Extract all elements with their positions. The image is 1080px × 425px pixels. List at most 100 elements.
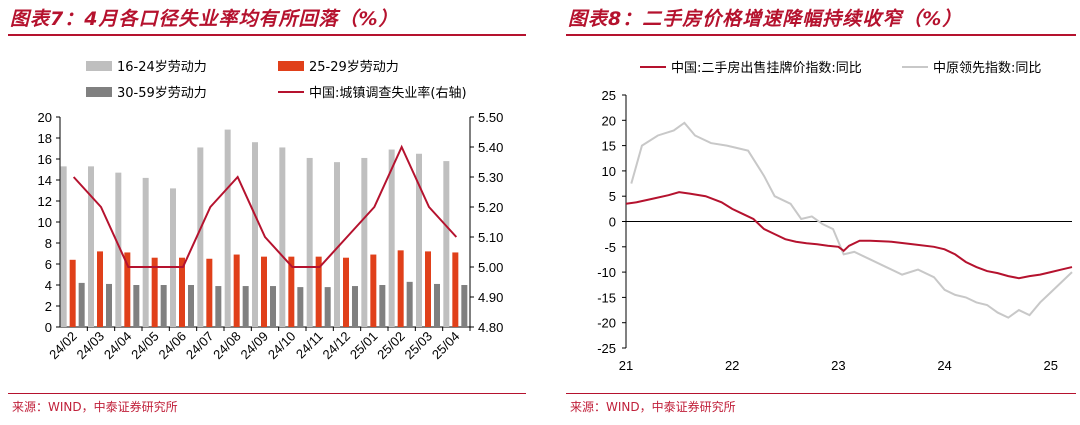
bar (78, 282, 85, 327)
source-divider (8, 393, 526, 394)
title-divider (8, 34, 526, 36)
x-tick-label: 24/03 (74, 329, 108, 363)
bar (315, 256, 322, 327)
legend-label: 16-24岁劳动力 (117, 59, 207, 75)
chart-title: 图表7：4月各口径失业率均有所回落（%） (10, 8, 399, 30)
legend-label: 25-29岁劳动力 (309, 59, 399, 75)
x-tick-label: 25/04 (429, 329, 463, 363)
y-tick-label: 14 (38, 173, 52, 188)
bar (279, 147, 286, 327)
bar (106, 283, 112, 327)
y-tick-label: 6 (45, 257, 52, 272)
y-tick-label: -20 (597, 316, 616, 331)
centaline-index-line (630, 121, 1073, 319)
bar (215, 286, 222, 327)
bar (397, 250, 404, 327)
y-tick-label: 15 (602, 139, 616, 154)
y-tick-label: 0 (45, 320, 52, 335)
y-tick-label: 2 (45, 299, 52, 314)
chart-source: 来源：WIND，中泰证券研究所 (12, 400, 178, 414)
bar (261, 256, 267, 327)
bar (188, 285, 194, 327)
chart-title: 图表8：二手房价格增速降幅持续收窄（%） (568, 8, 963, 30)
chart-source: 来源：WIND，中泰证券研究所 (570, 400, 736, 414)
y-tick-label: 25 (602, 88, 616, 103)
bar (334, 162, 340, 327)
y-tick-label: 20 (38, 110, 52, 125)
y-tick-label: 10 (38, 215, 52, 230)
bar (443, 161, 450, 327)
bar (170, 188, 176, 327)
bar (97, 251, 103, 327)
bar (370, 254, 377, 327)
bar (379, 285, 386, 327)
x-tick-label: 21 (619, 358, 633, 373)
x-tick-label: 24/07 (183, 329, 217, 363)
y2-tick-label: 5.20 (478, 200, 503, 215)
bar (224, 129, 231, 327)
y-tick-label: 0 (609, 215, 616, 230)
bar (60, 166, 67, 327)
y2-tick-label: 5.30 (478, 170, 503, 185)
x-tick-label: 25/01 (347, 329, 381, 363)
legend-label: 中原领先指数:同比 (933, 61, 1041, 76)
x-tick-label: 24/04 (101, 329, 135, 363)
y2-tick-label: 4.80 (478, 320, 503, 335)
y-tick-label: 18 (38, 131, 52, 146)
y-tick-label: 10 (602, 164, 616, 179)
y-tick-label: -15 (597, 290, 616, 305)
bar (434, 283, 440, 327)
y-tick-label: 5 (609, 189, 616, 204)
bar (151, 257, 158, 327)
bar (343, 257, 349, 327)
bar (133, 285, 140, 327)
line-chart: 中国:二手房出售挂牌价指数:同比 中原领先指数:同比 25 20 15 10 5 0 -5 -10… (597, 60, 1073, 373)
bar (452, 252, 459, 327)
y-tick-label: 4 (45, 278, 52, 293)
legend-bar-swatch (86, 61, 112, 71)
bar (324, 287, 331, 327)
title-divider (566, 34, 1076, 36)
y-tick-label: 8 (45, 236, 52, 251)
legend-label: 中国:城镇调查失业率(右轴) (309, 85, 467, 101)
x-tick-label: 24/09 (238, 329, 272, 363)
bar (297, 287, 304, 327)
x-tick-label: 22 (725, 358, 739, 373)
unemployment-rate-line (72, 144, 458, 268)
x-tick-label: 24/05 (128, 329, 162, 363)
bar (361, 157, 368, 327)
bar (206, 258, 213, 327)
bar (306, 157, 313, 327)
bar (233, 254, 240, 327)
y2-tick-label: 4.90 (478, 290, 503, 305)
x-tick-label: 23 (831, 358, 845, 373)
x-tick-label: 24/10 (265, 329, 299, 363)
y-tick-label: 12 (38, 194, 52, 209)
bar (160, 285, 167, 327)
chart-panel-left: 图表7：4月各口径失业率均有所回落（%） 16-24岁劳动力 25-29岁劳动力 3… (0, 0, 530, 425)
bar (115, 172, 122, 327)
x-tick-label: 24/08 (210, 329, 244, 363)
x-tick-label: 25 (1044, 358, 1058, 373)
legend-bar-swatch (278, 61, 304, 71)
legend-bar-swatch (86, 87, 112, 97)
x-tick-label: 24/12 (320, 329, 354, 363)
y2-tick-label: 5.10 (478, 230, 503, 245)
bar-line-chart: 16-24岁劳动力 25-29岁劳动力 30-59岁劳动力 中国:城镇调查失业率(右轴… (38, 59, 504, 363)
y2-tick-label: 5.50 (478, 110, 503, 125)
bar (388, 149, 395, 327)
chart-panel-right: 图表8：二手房价格增速降幅持续收窄（%） 中国:二手房出售挂牌价指数:同比 中原领… (558, 0, 1080, 425)
bar (406, 281, 413, 327)
x-tick-label: 24/06 (156, 329, 190, 363)
bar (179, 257, 185, 327)
y-tick-label: -25 (597, 341, 616, 356)
bar (142, 177, 149, 327)
bar (88, 166, 94, 327)
legend-label: 中国:二手房出售挂牌价指数:同比 (671, 60, 862, 76)
y-tick-label: 16 (38, 152, 52, 167)
y2-tick-label: 5.40 (478, 140, 503, 155)
bar (69, 259, 76, 327)
bar (270, 286, 276, 327)
listing-price-index-line (625, 191, 1073, 280)
source-divider (566, 393, 1076, 394)
